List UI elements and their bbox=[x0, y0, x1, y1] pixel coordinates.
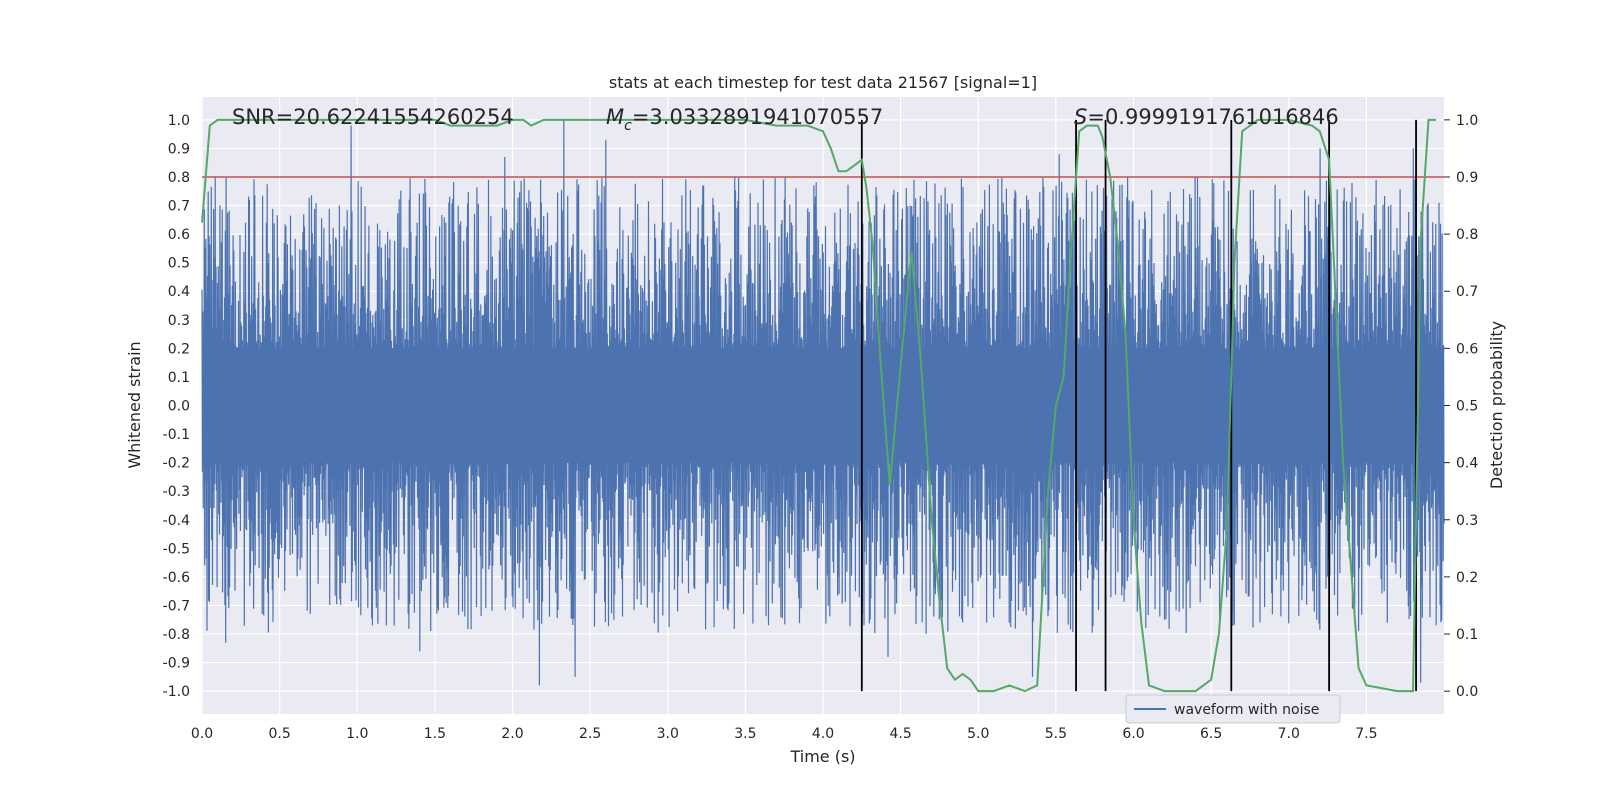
y-tick-label-8: 0.2 bbox=[168, 341, 190, 357]
x-tick-label-7: 3.5 bbox=[734, 726, 756, 742]
mc-value: =3.0332891941070557 bbox=[632, 105, 883, 129]
y-tick-label-11: -0.1 bbox=[163, 427, 190, 443]
y-tick-label-12: -0.2 bbox=[163, 456, 190, 472]
x-tick-label-9: 4.5 bbox=[889, 726, 911, 742]
x-tick-label-13: 6.5 bbox=[1200, 726, 1222, 742]
chirp-mass-annotation: Mc=3.0332891941070557 bbox=[606, 105, 883, 134]
y-tick-label-3: 0.7 bbox=[168, 199, 190, 215]
y-tick-label-13: -0.3 bbox=[163, 484, 190, 500]
y-tick-label-5: 0.5 bbox=[168, 256, 190, 272]
x-tick-label-1: 0.5 bbox=[268, 726, 290, 742]
s-value: =0.9999191761016846 bbox=[1087, 105, 1338, 129]
y-axis-ticks: 1.0 0.9 0.8 0.7 0.6 0.5 0.4 0.3 0.2 0.1 0.0 -0.1 -0.… bbox=[163, 113, 190, 700]
mc-symbol: M bbox=[606, 105, 624, 129]
x-tick-label-2: 1.0 bbox=[346, 726, 368, 742]
y-tick-label-18: -0.8 bbox=[163, 627, 190, 643]
x-tick-label-10: 5.0 bbox=[967, 726, 989, 742]
y-tick-label-9: 0.1 bbox=[168, 370, 190, 386]
y-tick-label-14: -0.4 bbox=[163, 513, 190, 529]
y-tick-label-0: 1.0 bbox=[168, 113, 190, 129]
y2-axis-ticks: 1.0 0.9 0.8 0.7 0.6 0.5 0.4 0.3 0.2 0.1 0.0 bbox=[1444, 113, 1478, 700]
y2-tick-label-10: 0.0 bbox=[1456, 684, 1478, 700]
x-tick-label-14: 7.0 bbox=[1278, 726, 1300, 742]
y2-tick-label-1: 0.9 bbox=[1456, 170, 1478, 186]
x-tick-label-6: 3.0 bbox=[657, 726, 679, 742]
chart-title: stats at each timestep for test data 215… bbox=[609, 73, 1037, 92]
x-tick-label-5: 2.5 bbox=[579, 726, 601, 742]
y2-tick-label-3: 0.7 bbox=[1456, 284, 1478, 300]
y-tick-label-6: 0.4 bbox=[168, 284, 190, 300]
y-tick-label-1: 0.9 bbox=[168, 141, 190, 157]
y2-tick-label-6: 0.4 bbox=[1456, 456, 1478, 472]
snr-annotation: SNR=20.62241554260254 bbox=[232, 105, 514, 129]
x-tick-label-11: 5.5 bbox=[1045, 726, 1067, 742]
y2-axis-label: Detection probability bbox=[1487, 321, 1506, 489]
x-axis-ticks: 0.0 0.5 1.0 1.5 2.0 2.5 3.0 3.5 4.0 4.5 5.0 5.5 6.0 6… bbox=[191, 726, 1378, 742]
y-axis-label: Whitened strain bbox=[125, 341, 144, 468]
waveform-series bbox=[201, 119, 1445, 686]
y-tick-label-20: -1.0 bbox=[163, 684, 190, 700]
y2-tick-label-8: 0.2 bbox=[1456, 570, 1478, 586]
x-tick-label-3: 1.5 bbox=[424, 726, 446, 742]
x-tick-label-15: 7.5 bbox=[1355, 726, 1377, 742]
s-symbol: S bbox=[1074, 105, 1087, 129]
y-tick-label-19: -0.9 bbox=[163, 656, 190, 672]
y2-tick-label-0: 1.0 bbox=[1456, 113, 1478, 129]
y-tick-label-4: 0.6 bbox=[168, 227, 190, 243]
y-tick-label-15: -0.5 bbox=[163, 541, 190, 557]
mc-subscript: c bbox=[624, 118, 632, 134]
x-tick-label-8: 4.0 bbox=[812, 726, 834, 742]
y2-tick-label-5: 0.5 bbox=[1456, 399, 1478, 415]
y-tick-label-10: 0.0 bbox=[168, 399, 190, 415]
y-tick-label-16: -0.6 bbox=[163, 570, 190, 586]
x-tick-label-4: 2.0 bbox=[501, 726, 523, 742]
x-tick-label-12: 6.0 bbox=[1122, 726, 1144, 742]
y-tick-label-17: -0.7 bbox=[163, 598, 190, 614]
y-tick-label-2: 0.8 bbox=[168, 170, 190, 186]
y2-tick-label-4: 0.6 bbox=[1456, 341, 1478, 357]
x-tick-label-0: 0.0 bbox=[191, 726, 213, 742]
x-axis-label: Time (s) bbox=[789, 747, 855, 766]
waveform-line bbox=[201, 119, 1445, 686]
y2-tick-label-9: 0.1 bbox=[1456, 627, 1478, 643]
significance-annotation: S=0.9999191761016846 bbox=[1074, 105, 1339, 129]
y2-tick-label-2: 0.8 bbox=[1456, 227, 1478, 243]
y2-tick-label-7: 0.3 bbox=[1456, 513, 1478, 529]
detection-probability-series bbox=[201, 118, 1437, 693]
legend-box bbox=[1125, 694, 1341, 724]
detection-lines bbox=[860, 119, 1417, 692]
legend-label: waveform with noise bbox=[1174, 702, 1319, 718]
y-tick-label-7: 0.3 bbox=[168, 313, 190, 329]
detection-probability-line bbox=[201, 118, 1437, 693]
legend: waveform with noise bbox=[1125, 694, 1341, 724]
